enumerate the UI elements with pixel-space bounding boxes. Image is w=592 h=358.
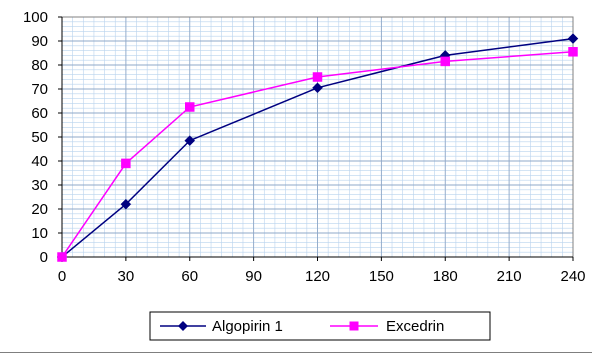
legend-label-algopirin: Algopirin 1	[212, 318, 283, 335]
x-tick-label: 60	[181, 268, 198, 285]
data-point-excedrin	[185, 102, 195, 112]
legend-box	[149, 311, 491, 341]
data-point-excedrin	[121, 158, 131, 169]
y-tick-label: 30	[31, 177, 48, 194]
data-point-excedrin	[57, 252, 67, 262]
axes	[58, 16, 574, 261]
bottom-rule	[0, 352, 592, 353]
data-point-excedrin	[312, 72, 323, 82]
y-tick-label: 100	[23, 9, 48, 26]
grid	[61, 16, 574, 258]
x-tick-label: 210	[497, 268, 522, 285]
x-tick-label: 180	[433, 268, 458, 285]
x-tick-label: 240	[560, 268, 585, 285]
y-tick-label: 80	[31, 57, 48, 74]
y-tick-label: 40	[31, 153, 48, 170]
y-tick-label: 10	[31, 225, 48, 242]
y-tick-label: 20	[31, 201, 48, 218]
y-tick-label: 70	[31, 81, 48, 98]
series	[56, 33, 579, 263]
series-line-algopirin-1	[61, 37, 574, 258]
y-tick-label: 0	[40, 249, 48, 266]
data-point-excedrin	[440, 56, 450, 67]
legend-marker-excedrin	[349, 321, 359, 331]
x-tick-label: 150	[369, 268, 394, 285]
y-tick-label: 50	[31, 129, 48, 146]
series-excedrin	[57, 47, 578, 262]
legend-label-excedrin: Excedrin	[386, 318, 444, 335]
legend: Algopirin 1 Excedrin	[149, 311, 491, 341]
data-point-excedrin	[568, 47, 578, 57]
data-point-algopirin-1	[312, 82, 323, 94]
data-point-algopirin-1	[184, 135, 196, 146]
x-tick-label: 90	[245, 268, 262, 285]
series-algopirin-1	[56, 33, 579, 263]
x-tick-label: 0	[58, 268, 66, 285]
y-tick-label: 90	[31, 33, 48, 50]
series-line-excedrin	[61, 51, 574, 258]
y-tick-label: 60	[31, 105, 48, 122]
data-point-algopirin-1	[567, 33, 579, 44]
x-tick-label: 120	[305, 268, 330, 285]
x-tick-label: 30	[118, 268, 135, 285]
x-tick-labels: 0 30 60 90 120 150 180 210 240	[58, 268, 586, 285]
data-point-algopirin-1	[120, 198, 132, 210]
y-tick-labels: 0 10 20 30 40 50 60 70 80 90 100	[23, 9, 48, 266]
legend-marker-algopirin	[178, 321, 188, 331]
